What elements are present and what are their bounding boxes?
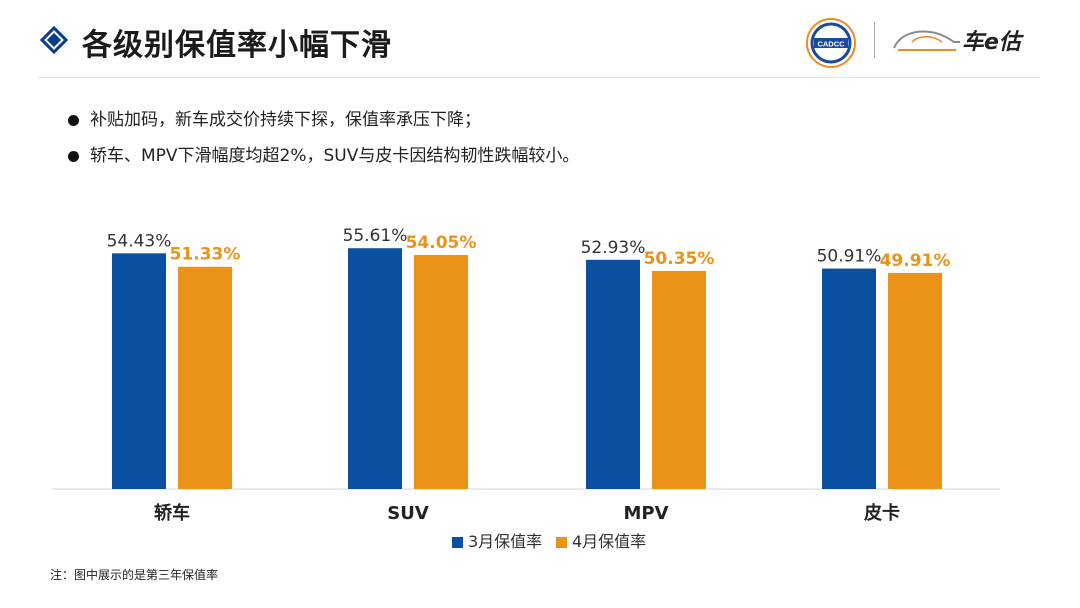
bar-march — [822, 268, 876, 489]
data-label: 49.91% — [880, 251, 951, 271]
bullet-text: 补贴加码，新车成交价持续下探，保值率承压下降； — [90, 110, 481, 130]
cadcc-logo-icon: CADCC — [806, 18, 856, 68]
brand-logo-text: 车e估 — [962, 30, 1021, 55]
data-label: 50.35% — [644, 249, 715, 269]
bar-march — [586, 259, 640, 489]
bar-april — [652, 270, 706, 489]
x-tick-label: MPV — [623, 503, 668, 524]
data-label: 55.61% — [343, 226, 408, 246]
x-tick-label: 皮卡 — [864, 502, 900, 524]
bullet-text: 轿车、MPV下滑幅度均超2%，SUV与皮卡因结构韧性跌幅较小。 — [90, 146, 580, 166]
header-divider — [38, 77, 1040, 78]
car-silhouette-icon — [893, 30, 960, 51]
legend-swatch — [452, 537, 463, 548]
bar-march — [112, 253, 166, 489]
bar-april — [178, 266, 232, 489]
data-label: 54.05% — [406, 233, 477, 253]
footnote: 注：图中展示的是第三年保值率 — [50, 568, 219, 582]
data-label: 50.91% — [817, 247, 882, 267]
bullet-dot-icon — [68, 151, 79, 162]
bar-april — [414, 254, 468, 489]
x-tick-label: 轿车 — [154, 502, 190, 524]
title-diamond-icon — [39, 25, 69, 55]
data-label: 51.33% — [170, 245, 241, 265]
legend-swatch — [556, 537, 567, 548]
page-title: 各级别保值率小幅下滑 — [82, 28, 392, 63]
bar-march — [348, 248, 402, 489]
data-label: 52.93% — [581, 238, 646, 258]
bullet-dot-icon — [68, 115, 79, 126]
legend-label: 4月保值率 — [572, 532, 646, 551]
bar-april — [888, 272, 942, 489]
legend-label: 3月保值率 — [468, 532, 542, 551]
x-tick-label: SUV — [387, 503, 429, 524]
cadcc-logo-text: CADCC — [817, 40, 845, 49]
bar-chart: 54.43%51.33% 轿车 55.61%54.05% SUV 52.93%50.35… — [52, 226, 1000, 551]
header: 各级别保值率小幅下滑 CADCC 车e估 — [0, 0, 1080, 80]
data-label: 54.43% — [107, 231, 172, 251]
logo-separator — [874, 22, 875, 58]
